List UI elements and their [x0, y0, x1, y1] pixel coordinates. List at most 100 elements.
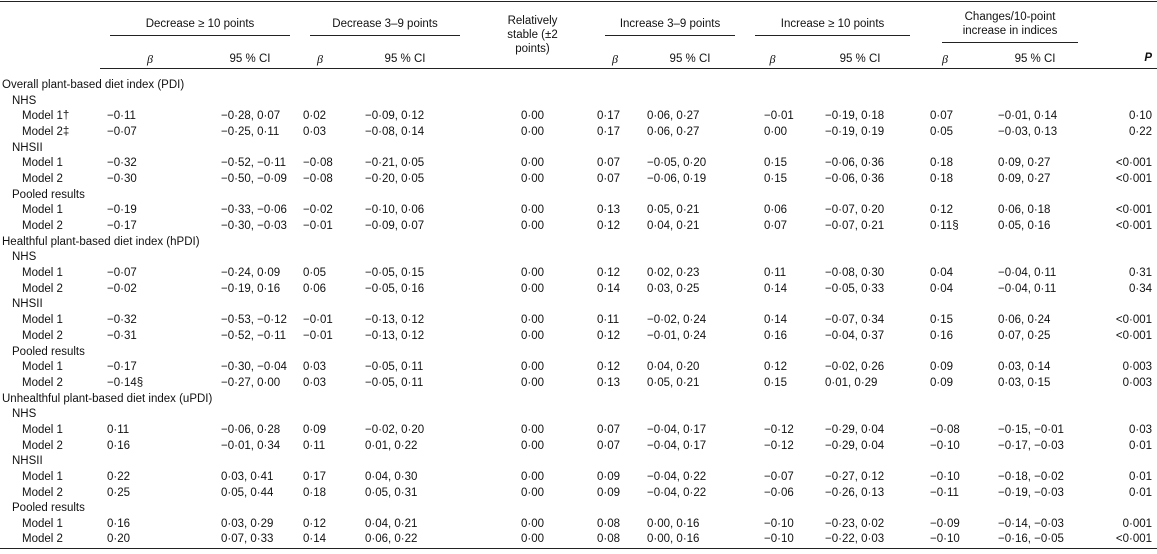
stable-header: Relatively stable (±2 points) — [470, 1, 596, 69]
ci-value: 0·04, 0·30 — [365, 471, 418, 484]
model-label: Model 1 — [22, 267, 63, 280]
column-header: 95 % CI — [200, 50, 300, 69]
model-row: Model 1 0·22 0·03, 0·41 0·17 0·04, 0·30 0·00 0… — [0, 470, 1157, 486]
group-row: Pooled results — [0, 344, 1157, 360]
model-row: Model 1 0·16 0·03, 0·29 0·12 0·04, 0·21 0·00 0… — [0, 517, 1157, 533]
beta-value: −0·14§ — [107, 376, 144, 389]
beta-value: −0·08 — [303, 157, 333, 170]
ci-value: 0·03, 0·14 — [998, 361, 1051, 374]
model-label: Model 1 — [22, 361, 63, 374]
p-value: 0·01 — [1129, 471, 1153, 484]
ci-value: −0·03, 0·13 — [998, 125, 1058, 138]
stable-value: 0·00 — [521, 204, 545, 217]
beta-value: −0·10 — [930, 439, 960, 452]
spacer — [0, 69, 1157, 78]
ci-value: −0·29, 0·04 — [825, 439, 885, 452]
section-title: Unhealthful plant-based diet index (uPDI… — [2, 392, 213, 405]
beta-value: 0·15 — [930, 314, 954, 327]
model-row: Model 1 −0·17 −0·30, −0·04 0·03 −0·05, 0·11 0… — [0, 360, 1157, 376]
stable-value: 0·00 — [521, 157, 545, 170]
ci-value: −0·24, 0·09 — [221, 267, 281, 280]
model-row: Model 2 −0·17 −0·30, −0·03 −0·01 −0·09, 0·07… — [0, 219, 1157, 235]
beta-value: −0·07 — [764, 471, 794, 484]
model-label: Model 1 — [22, 423, 63, 436]
model-label: Model 2 — [22, 172, 63, 185]
ci-value: −0·06, 0·36 — [825, 157, 885, 170]
model-row: Model 2 0·25 0·05, 0·44 0·18 0·05, 0·31 0·00 0… — [0, 485, 1157, 501]
beta-value: 0·07 — [597, 423, 621, 436]
beta-value: 0·16 — [107, 518, 131, 531]
ci-value: −0·50, −0·09 — [221, 172, 287, 185]
section-row: Unhealthful plant-based diet index (uPDI… — [0, 391, 1157, 407]
beta-value: 0·11 — [303, 439, 326, 452]
subheader-row: β 95 % CI β 95 % CI β 95 % CI β 95 % CI β 95 % CI — [0, 50, 1157, 69]
stable-value: 0·00 — [521, 220, 545, 233]
stable-value: 0·00 — [521, 110, 545, 123]
column-header: 95 % CI — [800, 50, 921, 69]
stable-value: 0·00 — [521, 533, 545, 546]
beta-value: 0·12 — [597, 361, 621, 374]
ci-value: 0·09, 0·27 — [998, 157, 1051, 170]
ci-value: −0·17, −0·03 — [998, 439, 1064, 452]
beta-value: 0·15 — [764, 157, 788, 170]
ci-value: 0·05, 0·21 — [647, 376, 700, 389]
group-header: Increase 3–9 points — [595, 2, 745, 51]
ci-value: 0·03, 0·29 — [221, 518, 274, 531]
ci-value: 0·01, 0·29 — [825, 376, 878, 389]
section-title: Healthful plant-based diet index (hPDI) — [2, 235, 200, 248]
group-header-text: Increase 3–9 points — [605, 17, 736, 36]
column-header: β — [745, 50, 801, 69]
p-value: 0·22 — [1129, 125, 1153, 138]
spacer-cell — [0, 69, 1157, 78]
column-header: 95 % CI — [635, 50, 746, 69]
ci-value: 0·06, 0·27 — [647, 110, 700, 123]
group-name: NHSII — [12, 141, 43, 154]
p-value: <0·001 — [1115, 157, 1153, 170]
p-header: P — [1100, 1, 1157, 69]
beta-value: 0·07 — [597, 439, 621, 452]
ci-value: −0·19, 0·18 — [825, 110, 885, 123]
beta-value: −0·31 — [107, 329, 137, 342]
beta-value: −0·12 — [764, 439, 794, 452]
ci-value: 0·00, 0·16 — [647, 518, 700, 531]
group-name: NHSII — [12, 298, 43, 311]
beta-value: 0·11 — [764, 267, 787, 280]
beta-value: 0·16 — [107, 439, 131, 452]
ci-value: −0·22, 0·03 — [825, 533, 885, 546]
beta-value: 0·04 — [930, 282, 954, 295]
beta-value: −0·08 — [303, 172, 333, 185]
group-header: Changes/10-point increase in indices — [920, 2, 1100, 51]
group-header-text: Decrease 3–9 points — [310, 17, 461, 36]
beta-value: 0·07 — [764, 220, 788, 233]
model-label: Model 2 — [22, 376, 63, 389]
beta-value: 0·11 — [107, 423, 130, 436]
model-row: Model 2 −0·30 −0·50, −0·09 −0·08 −0·20, 0·05… — [0, 172, 1157, 188]
beta-value: 0·09 — [597, 486, 621, 499]
stable-value: 0·00 — [521, 314, 545, 327]
ci-value: −0·02, 0·20 — [365, 423, 425, 436]
beta-value: 0·11§ — [930, 220, 959, 233]
section-title: Overall plant-based diet index (PDI) — [2, 78, 185, 91]
beta-value: 0·08 — [597, 533, 621, 546]
ci-value: 0·04, 0·21 — [365, 518, 418, 531]
beta-value: 0·03 — [303, 361, 327, 374]
model-label: Model 2 — [22, 533, 63, 546]
ci-value: 0·06, 0·18 — [998, 204, 1051, 217]
stable-value: 0·00 — [521, 423, 545, 436]
ci-value: −0·07, 0·34 — [825, 314, 885, 327]
beta-value: −0·01 — [303, 329, 333, 342]
column-header: 95 % CI — [340, 50, 471, 69]
beta-value: 0·07 — [597, 157, 621, 170]
beta-value: 0·12 — [930, 204, 954, 217]
group-name: Pooled results — [12, 345, 85, 358]
model-label: Model 2 — [22, 486, 63, 499]
ci-value: −0·52, −0·11 — [221, 329, 287, 342]
beta-value: 0·12 — [303, 518, 327, 531]
beta-value: 0·06 — [764, 204, 788, 217]
beta-value: 0·15 — [764, 376, 788, 389]
ci-value: −0·05, 0·11 — [365, 361, 424, 374]
beta-value: 0·03 — [303, 125, 327, 138]
beta-value: 0·13 — [597, 376, 621, 389]
ci-value: 0·06, 0·27 — [647, 125, 700, 138]
beta-value: 0·05 — [930, 125, 954, 138]
